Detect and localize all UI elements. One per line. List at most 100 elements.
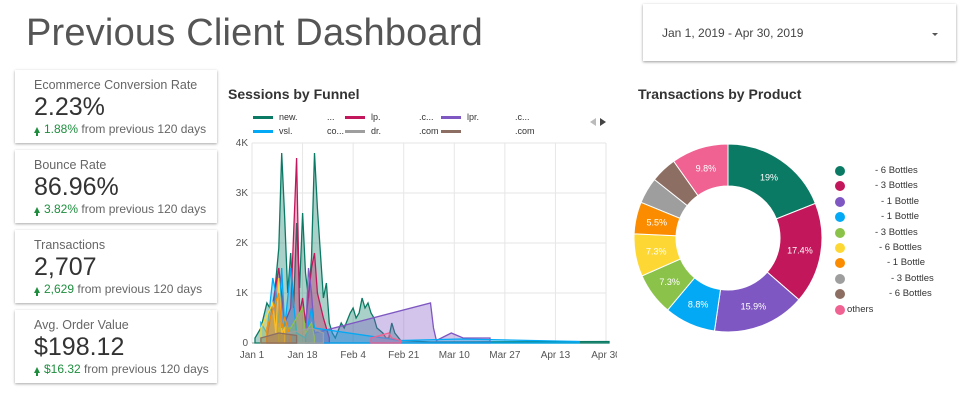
legend-label: - 1 Bottle [887,257,926,269]
kpi-card-conversion-rate: Ecommerce Conversion Rate 2.23% 1.88% fr… [15,70,217,143]
legend-swatch [253,130,273,133]
kpi-delta: 3.82% from previous 120 days [34,202,206,216]
x-tick-label: Apr 30 [591,350,617,361]
legend-label: - 6 Bottles [889,288,932,300]
legend-swatch [253,116,273,119]
x-tick-label: Feb 4 [340,350,366,361]
kpi-label: Ecommerce Conversion Rate [34,78,198,92]
kpi-delta-suffix: from previous 120 days [81,202,207,216]
y-tick-label: 3K [236,188,249,199]
x-tick-label: Jan 18 [288,350,318,361]
legend-prev-icon[interactable] [590,118,596,126]
kpi-label: Bounce Rate [34,158,107,172]
series-area [260,332,298,344]
legend-label: co... [327,126,344,136]
series-area [370,332,402,344]
kpi-value: 2,707 [34,253,97,281]
up-arrow-icon [34,127,40,136]
y-tick-label: 4K [236,138,249,149]
kpi-delta: 1.88% from previous 120 days [34,122,206,136]
slice-label: 7.3% [646,246,667,256]
legend-label: vsl. [279,126,293,136]
kpi-delta-suffix: from previous 120 days [81,122,207,136]
legend-label: lpr. [467,112,479,122]
legend-label: - 1 Bottle [881,211,920,223]
slice-label: 17.4% [787,245,813,255]
legend-swatch [835,196,845,207]
legend-label: - 1 Bottle [881,195,920,207]
sessions-by-funnel-title: Sessions by Funnel [228,86,360,102]
kpi-card-transactions: Transactions 2,707 2,629 from previous 1… [15,230,217,303]
slice-label: 15.9% [741,301,767,311]
kpi-label: Avg. Order Value [34,318,129,332]
x-tick-label: Feb 21 [388,350,420,361]
kpi-delta-value: $16.32 [44,362,81,376]
up-arrow-icon [34,287,40,296]
kpi-value: 86.96% [34,173,119,201]
kpi-delta-value: 2,629 [44,282,75,296]
sessions-by-funnel-chart: new.... lp. .c... lpr. .c... vsl. co... dr. .com… [236,112,617,361]
legend-swatch [835,258,845,269]
x-tick-label: Mar 27 [489,350,521,361]
series-area [266,157,331,344]
kpi-delta-value: 3.82% [44,202,79,216]
donut-slice [673,143,729,197]
y-tick-label: 2K [236,238,249,249]
y-tick-label: 1K [236,288,249,299]
up-arrow-icon [34,367,40,376]
legend-label: - 6 Bottles [875,165,918,176]
dropdown-caret-icon [932,33,938,36]
slice-label: 9.8% [696,163,717,173]
date-range-label: Jan 1, 2019 - Apr 30, 2019 [662,26,804,40]
kpi-label: Transactions [34,238,106,252]
x-tick-label: Mar 10 [439,350,471,361]
legend-swatch [441,130,461,133]
legend-label: .com [515,126,535,136]
legend-label: - 3 Bottles [875,226,918,238]
slice-label: 7.3% [659,277,680,287]
legend-swatch [345,130,365,133]
legend-swatch [835,273,845,284]
y-tick-label: 0 [242,338,248,349]
x-tick-label: Jan 1 [240,350,265,361]
legend-label: .c... [419,112,434,122]
legend-label: lp. [371,112,381,122]
kpi-value: $198.12 [34,333,125,361]
legend-label: new. [279,112,298,122]
kpi-delta: $16.32 from previous 120 days [34,362,209,376]
kpi-delta-suffix: from previous 120 days [77,282,203,296]
legend-label: others [847,303,874,315]
slice-label: 19% [760,173,778,183]
legend-label: - 6 Bottles [879,242,922,253]
legend-label: ... [327,112,335,122]
kpi-card-bounce-rate: Bounce Rate 86.96% 3.82% from previous 1… [15,150,217,223]
slice-label: 8.8% [688,300,709,310]
legend-label: .com [419,126,439,136]
kpi-card-avg-order-value: Avg. Order Value $198.12 $16.32 from pre… [15,310,217,383]
legend-swatch [835,289,845,300]
legend-swatch [441,116,461,119]
transactions-by-product-chart: 19% 17.4% 15.9% 8.8% 7.3% 7.3% 5.5% 9.8% [633,143,823,333]
series-area [304,267,491,344]
legend-swatch [835,227,845,238]
legend-label: dr. [371,126,381,136]
up-arrow-icon [34,207,40,216]
legend-label: - 3 Bottles [891,272,934,284]
legend-swatch [835,181,845,192]
legend-next-icon[interactable] [600,118,606,126]
date-range-picker[interactable]: Jan 1, 2019 - Apr 30, 2019 [643,4,956,61]
kpi-delta-suffix: from previous 120 days [84,362,209,376]
legend-swatch [345,116,365,119]
legend-label: - 3 Bottles [875,180,918,192]
page-title: Previous Client Dashboard [26,12,484,54]
x-tick-label: Apr 13 [541,350,571,361]
legend-label: .c... [515,112,530,122]
legend-swatch [835,212,845,223]
kpi-delta: 2,629 from previous 120 days [34,282,202,296]
series-area [266,292,292,344]
transactions-by-product-title: Transactions by Product [638,86,802,102]
legend-swatch [835,304,845,315]
kpi-delta-value: 1.88% [44,122,79,136]
slice-label: 5.5% [646,217,667,227]
legend-swatch [835,243,845,253]
